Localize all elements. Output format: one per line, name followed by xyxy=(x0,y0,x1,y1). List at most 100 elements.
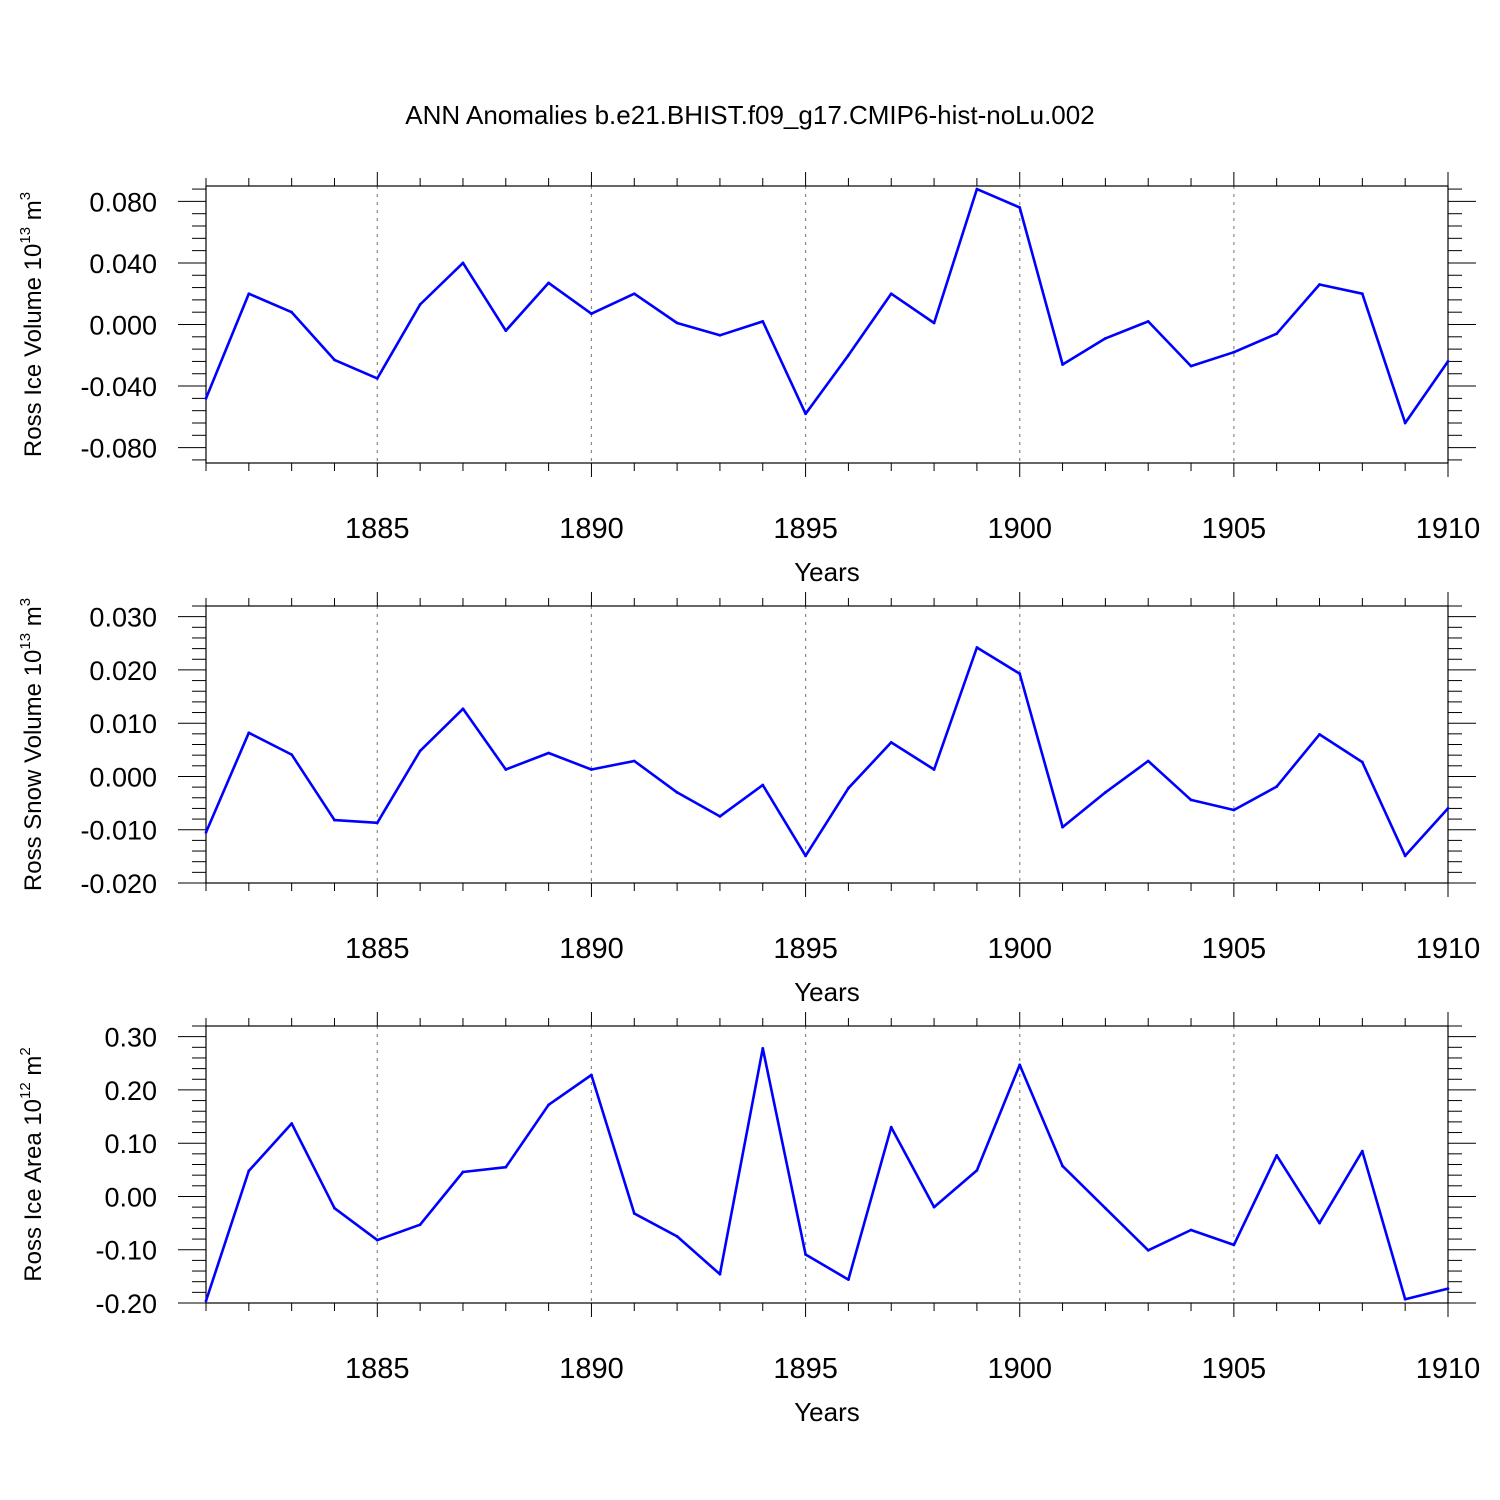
data-series-line xyxy=(204,187,1450,425)
x-tick-label: 1885 xyxy=(345,513,410,545)
y-axis-label: Ross Ice Volume 1013 m3 xyxy=(17,192,47,457)
data-point xyxy=(204,396,208,400)
data-point xyxy=(1360,1149,1364,1153)
data-point xyxy=(418,749,422,753)
data-point xyxy=(1061,1164,1064,1168)
data-point xyxy=(461,1170,465,1174)
data-point xyxy=(1103,336,1107,340)
data-point xyxy=(1275,332,1279,336)
data-point xyxy=(1018,206,1022,209)
data-point xyxy=(504,329,508,333)
x-tick-label: 1885 xyxy=(345,933,410,965)
data-point xyxy=(847,1278,850,1281)
y-tick-label: 0.040 xyxy=(89,249,157,279)
x-tick-label: 1905 xyxy=(1202,933,1267,965)
y-tick-label: 0.00 xyxy=(104,1182,157,1212)
y-tick-label: -0.020 xyxy=(80,869,157,899)
data-point xyxy=(375,1238,379,1242)
x-tick-label: 1910 xyxy=(1416,513,1481,545)
x-tick-label: 1910 xyxy=(1416,1353,1481,1385)
y-tick-label: 0.000 xyxy=(89,762,157,792)
data-point xyxy=(675,321,679,325)
data-point xyxy=(1103,1206,1107,1210)
data-point xyxy=(718,1272,722,1276)
data-point xyxy=(889,292,893,296)
data-point xyxy=(461,261,465,265)
data-point xyxy=(1403,421,1407,425)
data-point xyxy=(461,707,465,711)
data-series-line xyxy=(204,1047,1449,1302)
x-tick-label: 1895 xyxy=(773,1353,838,1385)
data-point xyxy=(504,1165,508,1169)
y-tick-label: 0.000 xyxy=(89,311,157,341)
chart-panel-2: -0.020 -0.010 0.000 0.010 0.020 0.030 1885 1890… xyxy=(17,592,1480,1007)
data-point xyxy=(1403,1297,1407,1301)
y-tick-label: 0.10 xyxy=(104,1129,157,1159)
data-point xyxy=(975,187,979,191)
data-point xyxy=(247,731,251,735)
y-tick-label: -0.040 xyxy=(80,372,157,402)
data-point xyxy=(333,818,336,822)
x-tick-label: 1900 xyxy=(987,513,1052,545)
data-point xyxy=(932,768,936,771)
data-point xyxy=(1061,825,1064,829)
data-point xyxy=(761,1046,765,1050)
data-point xyxy=(1275,785,1279,788)
data-point xyxy=(375,821,379,825)
data-point xyxy=(547,751,551,755)
data-point xyxy=(932,321,936,325)
data-point xyxy=(1360,760,1364,764)
plot-frame xyxy=(205,185,1449,464)
y-tick-label: 0.080 xyxy=(89,187,157,217)
data-point xyxy=(889,740,893,744)
y-tick-label: -0.20 xyxy=(95,1289,157,1319)
data-point xyxy=(418,1223,422,1227)
data-point xyxy=(847,786,850,790)
data-point xyxy=(1360,292,1364,296)
data-point xyxy=(375,376,379,380)
y-axis-label: Ross Snow Volume 1013 m3 xyxy=(17,598,47,891)
x-axis-label: Years xyxy=(794,1397,860,1427)
x-tick-label: 1905 xyxy=(1202,1353,1267,1385)
data-point xyxy=(847,353,850,357)
x-tick-label: 1885 xyxy=(345,1353,410,1385)
x-tick-label: 1890 xyxy=(559,1353,624,1385)
y-axis-label: Ross Ice Area 1012 m2 xyxy=(17,1047,47,1281)
data-point xyxy=(1275,1154,1279,1157)
y-tick-label: 0.20 xyxy=(104,1076,157,1106)
data-point xyxy=(1232,1243,1236,1247)
data-point xyxy=(1189,364,1193,368)
data-point xyxy=(290,1122,294,1125)
data-point xyxy=(761,320,765,323)
figure-title: ANN Anomalies b.e21.BHIST.f09_g17.CMIP6-… xyxy=(405,100,1094,130)
data-point xyxy=(1103,791,1107,794)
data-point xyxy=(333,358,336,362)
data-point xyxy=(504,768,508,771)
data-point xyxy=(804,412,807,416)
data-point xyxy=(1146,320,1150,323)
data-point xyxy=(1318,1221,1321,1225)
data-point xyxy=(975,646,979,649)
x-axis-label: Years xyxy=(794,557,860,587)
plot-frame xyxy=(205,605,1449,884)
data-point xyxy=(1018,1063,1022,1067)
data-point xyxy=(418,303,422,306)
y-tick-label: -0.010 xyxy=(80,816,157,846)
x-tick-label: 1910 xyxy=(1416,933,1481,965)
y-tick-label: 0.030 xyxy=(89,603,157,633)
x-tick-label: 1905 xyxy=(1202,513,1267,545)
data-point xyxy=(1061,363,1064,366)
chart-panel-3: -0.20 -0.10 0.00 0.10 0.20 0.30 1885 1890 1895 19… xyxy=(17,1012,1480,1427)
data-point xyxy=(675,791,679,794)
data-point xyxy=(1403,854,1407,858)
data-point xyxy=(290,310,294,314)
x-tick-label: 1890 xyxy=(559,513,624,545)
data-point xyxy=(1318,283,1321,286)
y-tick-label: -0.080 xyxy=(80,434,157,464)
data-point xyxy=(247,1169,251,1173)
x-tick-label: 1890 xyxy=(559,933,624,965)
x-axis-label: Years xyxy=(794,977,860,1007)
data-point xyxy=(204,830,208,834)
data-point xyxy=(1318,732,1321,736)
chart-panel-1: -0.080 -0.040 0.000 0.040 0.080 1885 1890 1895 1… xyxy=(17,172,1480,587)
